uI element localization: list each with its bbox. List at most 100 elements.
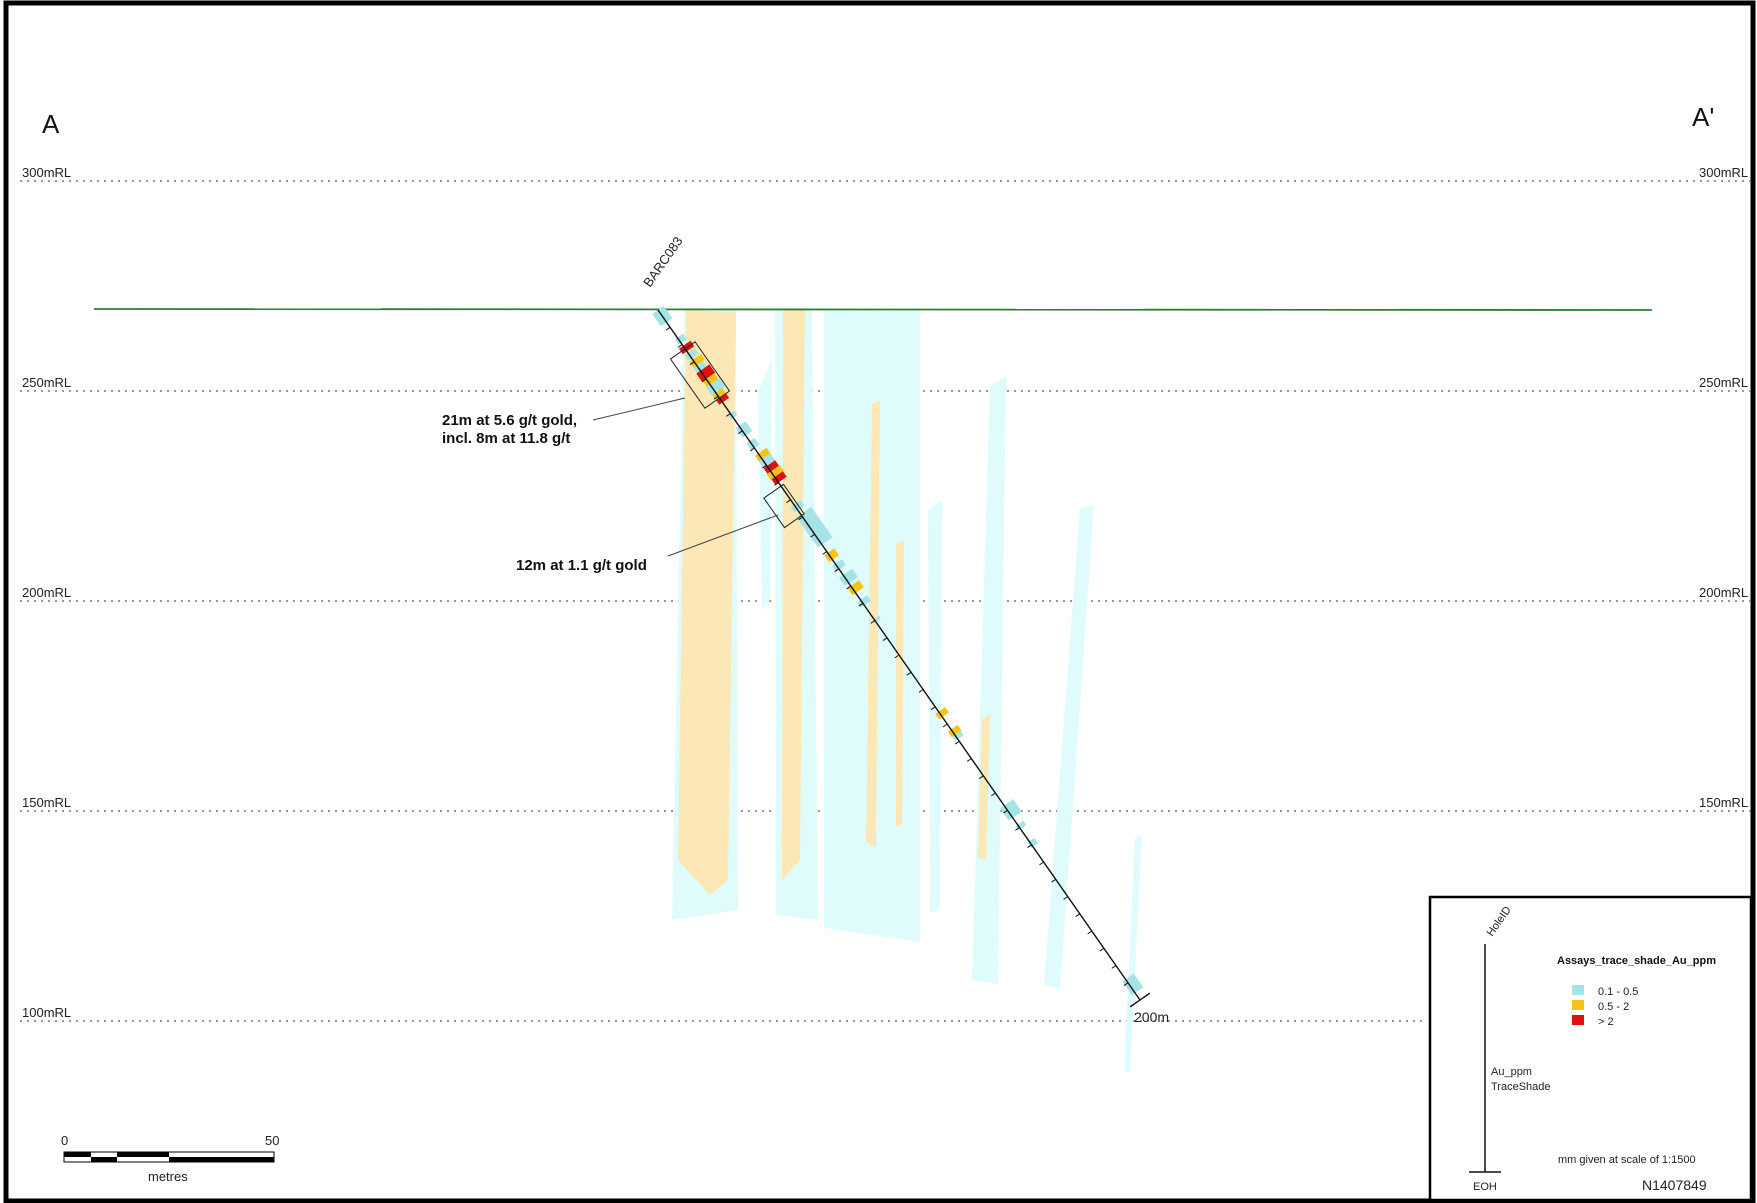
- depth-tick: [1111, 965, 1117, 969]
- assay-interval: [1122, 973, 1144, 996]
- depth-tick: [1003, 809, 1008, 814]
- legend-box: [1428, 895, 1753, 1202]
- depth-tick: [834, 568, 840, 573]
- depth-tick: [979, 775, 984, 780]
- callout-line-1: [592, 397, 686, 421]
- assay-interval: [790, 500, 805, 513]
- scale-bar-segment: [169, 1157, 274, 1162]
- scale-bar-end: 50: [265, 1133, 279, 1148]
- depth-tick: [1039, 861, 1044, 866]
- assay-interval: [1000, 799, 1022, 821]
- rl-label-left-250: 250mRL: [22, 375, 71, 390]
- depth-ticks: [665, 326, 1129, 987]
- low-grade-zone: [972, 376, 1006, 984]
- end-of-hole-marker: [1129, 992, 1151, 1008]
- assay-interval: [766, 465, 784, 480]
- depth-tick: [1051, 878, 1056, 883]
- assay-interval: [824, 548, 839, 563]
- depth-tick: [942, 723, 948, 728]
- mid-grade-zone: [678, 310, 736, 895]
- depth-tick: [786, 499, 791, 504]
- depth-tick: [894, 654, 900, 659]
- intercept-box-2: [763, 483, 805, 529]
- scale-bar-unit: metres: [148, 1169, 188, 1184]
- depth-tick: [870, 620, 876, 624]
- legend-item-label: > 2: [1598, 1016, 1614, 1028]
- section-end-label: A': [1692, 102, 1714, 132]
- scale-bar-segment: [117, 1152, 169, 1157]
- rl-grid: 300mRL 250mRL 200mRL 150mRL 100mRL 300mR…: [20, 165, 1753, 1022]
- legend-eoh-label: EOH: [1473, 1181, 1497, 1193]
- depth-tick: [930, 706, 936, 711]
- assay-interval: [706, 378, 725, 396]
- mid-grade-zone: [978, 714, 990, 860]
- legend-swatch-high: [1572, 1015, 1584, 1025]
- scale-bar: 0 50 metres: [61, 1133, 279, 1184]
- legend-trace-label-1: Au_ppm: [1491, 1066, 1532, 1078]
- low-grade-zone: [1124, 835, 1142, 1072]
- legend-trace-label-2: TraceShade: [1491, 1081, 1551, 1093]
- depth-tick: [1099, 947, 1105, 952]
- legend-scale-note: mm given at scale of 1:1500: [1558, 1154, 1696, 1166]
- topography-line: [93, 308, 1653, 311]
- figure-frame: [3, 0, 1756, 1203]
- mid-grade-zones: [678, 310, 990, 895]
- rl-label-right-250: 250mRL: [1699, 375, 1748, 390]
- assay-interval: [693, 360, 707, 373]
- rl-label-left-300: 300mRL: [22, 165, 71, 180]
- depth-tick: [882, 637, 888, 642]
- depth-tick: [725, 413, 731, 417]
- depth-tick: [713, 395, 719, 400]
- intercept-1-line-2: incl. 8m at 11.8 g/t: [442, 430, 570, 447]
- low-grade-zone: [758, 360, 772, 610]
- assay-interval: [758, 453, 776, 469]
- assay-interval: [735, 421, 753, 438]
- depth-tick: [918, 689, 924, 693]
- end-depth-label: 200m: [1134, 1009, 1169, 1025]
- rl-label-right-200: 200mRL: [1699, 585, 1748, 600]
- legend-item-label: 0.1 - 0.5: [1598, 986, 1638, 998]
- assay-interval: [832, 559, 846, 572]
- assay-interval: [935, 707, 949, 720]
- scale-bar-start: 0: [61, 1133, 68, 1148]
- assay-interval: [847, 580, 864, 596]
- assay-intervals: [652, 306, 1144, 996]
- mid-grade-zone: [896, 540, 904, 826]
- depth-tick: [1063, 896, 1068, 900]
- depth-tick: [810, 533, 815, 538]
- intercept-box-1: [669, 341, 731, 409]
- depth-tick: [822, 551, 827, 555]
- assay-interval: [796, 506, 833, 548]
- depth-tick: [738, 430, 743, 435]
- assay-interval: [696, 364, 716, 382]
- depth-tick: [1027, 844, 1032, 849]
- depth-tick: [798, 516, 803, 521]
- assay-interval: [755, 447, 771, 462]
- depth-tick: [966, 758, 972, 762]
- intercept-2-line-1: 12m at 1.1 g/t gold: [516, 557, 647, 574]
- legend-title: Assays_trace_shade_Au_ppm: [1557, 955, 1716, 967]
- assay-interval: [947, 724, 962, 738]
- scale-bar-segment: [64, 1152, 91, 1157]
- depth-tick: [701, 378, 707, 383]
- scale-bar-segment: [91, 1157, 117, 1162]
- assay-interval: [716, 393, 730, 405]
- assay-interval: [746, 437, 760, 451]
- mid-grade-zone: [866, 400, 880, 848]
- rl-label-left-200: 200mRL: [22, 585, 71, 600]
- rl-label-right-150: 150mRL: [1699, 795, 1748, 810]
- legend-item-label: 0.5 - 2: [1598, 1001, 1629, 1013]
- hole-id-label: BARC083: [640, 234, 685, 290]
- rl-label-right-300: 300mRL: [1699, 165, 1748, 180]
- legend: HoleID Assays_trace_shade_Au_ppm 0.1 - 0…: [1428, 895, 1753, 1202]
- depth-tick: [762, 464, 767, 469]
- legend-swatch-low: [1572, 985, 1584, 995]
- intercept-1-line-1: 21m at 5.6 g/t gold,: [442, 412, 577, 429]
- depth-tick: [665, 326, 671, 331]
- depth-tick: [689, 361, 695, 366]
- assay-interval: [702, 373, 719, 387]
- assay-interval: [839, 568, 858, 587]
- mid-grade-zone: [782, 310, 805, 880]
- depth-tick: [1123, 982, 1129, 987]
